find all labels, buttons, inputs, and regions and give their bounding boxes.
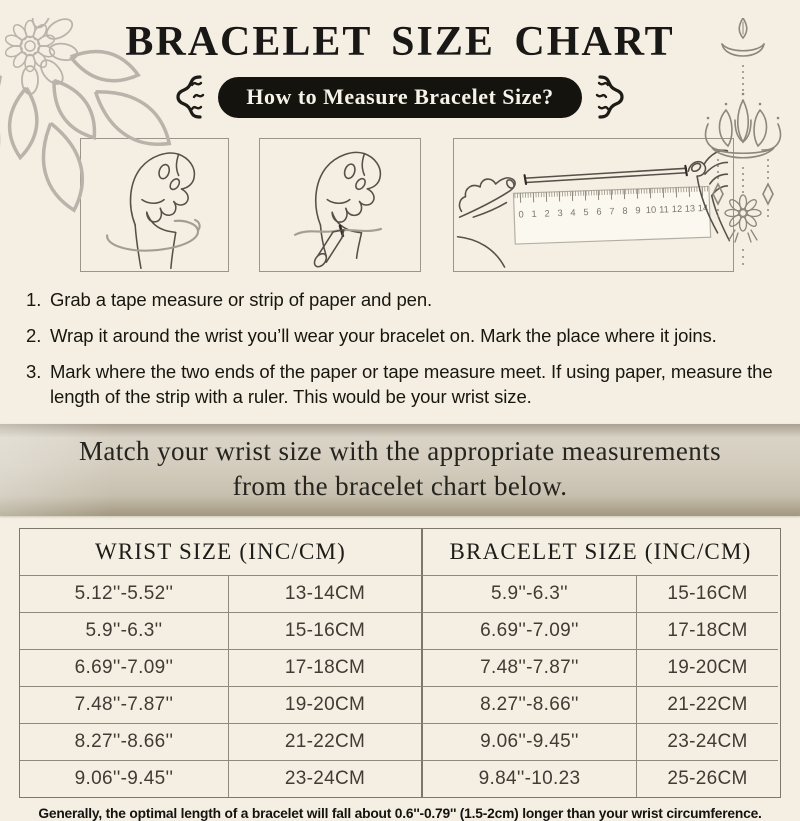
table-cell: 23-24CM xyxy=(229,761,423,798)
svg-text:1: 1 xyxy=(531,209,537,219)
instruction-number: 1. xyxy=(26,289,42,310)
table-cell: 9.06''-9.45'' xyxy=(20,761,229,798)
table-cell: 19-20CM xyxy=(637,650,778,688)
badge-row: How to Measure Bracelet Size? xyxy=(0,74,800,120)
svg-text:14: 14 xyxy=(698,203,709,213)
instruction-text: Mark where the two ends of the paper or … xyxy=(50,360,773,407)
table-cell: 6.69''-7.09'' xyxy=(20,650,229,688)
svg-text:10: 10 xyxy=(646,205,657,215)
instruction-text: Wrap it around the wrist you’ll wear you… xyxy=(50,324,717,346)
instruction-number: 3. xyxy=(26,360,42,382)
instruction-step-3: 3. Mark where the two ends of the paper … xyxy=(26,360,774,410)
how-to-measure-badge: How to Measure Bracelet Size? xyxy=(218,76,582,118)
table-cell: 7.48''-7.87'' xyxy=(423,650,637,688)
table-cell: 6.69''-7.09'' xyxy=(423,613,637,651)
mark-wrist-with-pen-illustration xyxy=(259,138,421,272)
table-cell: 19-20CM xyxy=(229,687,423,725)
table-cell: 15-16CM xyxy=(637,576,778,614)
wrist-size-header: WRIST SIZE (INC/CM) xyxy=(20,529,423,577)
svg-text:12: 12 xyxy=(672,204,683,214)
wrap-tape-around-wrist-illustration xyxy=(80,138,229,272)
table-cell: 21-22CM xyxy=(637,687,778,725)
measure-strip-with-ruler-illustration: 0 1 2 3 4 5 6 7 8 9 10 11 12 13 14 xyxy=(453,138,734,272)
table-cell: 7.48''-7.87'' xyxy=(20,687,229,725)
svg-text:2: 2 xyxy=(544,208,550,218)
table-cell: 8.27''-8.66'' xyxy=(20,724,229,762)
banner-line-2: from the bracelet chart below. xyxy=(232,470,568,501)
table-cell: 5.12''-5.52'' xyxy=(20,576,229,614)
table-cell: 17-18CM xyxy=(229,650,423,688)
instruction-number: 2. xyxy=(26,324,42,346)
svg-text:0: 0 xyxy=(518,209,524,219)
svg-text:9: 9 xyxy=(635,205,641,215)
svg-text:3: 3 xyxy=(557,208,563,218)
bracelet-size-table: WRIST SIZE (INC/CM) BRACELET SIZE (INC/C… xyxy=(19,528,781,799)
instruction-text: Grab a tape measure or strip of paper an… xyxy=(50,289,433,310)
footer-note: Generally, the optimal length of a brace… xyxy=(38,806,762,821)
table-cell: 21-22CM xyxy=(229,724,423,762)
table-cell: 25-26CM xyxy=(667,768,748,790)
table-cell: 23-24CM xyxy=(637,724,778,762)
svg-text:5: 5 xyxy=(583,207,589,217)
table-cell: 5.9''-6.3'' xyxy=(423,576,637,614)
svg-text:4: 4 xyxy=(570,208,576,218)
table-cell: 8.27''-8.66'' xyxy=(423,687,637,725)
svg-text:13: 13 xyxy=(685,203,696,213)
svg-text:6: 6 xyxy=(596,207,602,217)
table-cell: 5.9''-6.3'' xyxy=(20,613,229,651)
table-cell: 17-18CM xyxy=(637,613,778,651)
svg-text:11: 11 xyxy=(659,204,669,214)
table-cell: 9.06''-9.45'' xyxy=(423,724,637,762)
table-cell: 15-16CM xyxy=(229,613,423,651)
ruler-numbers: 0 1 2 3 4 5 6 7 8 9 10 11 12 13 14 xyxy=(518,203,708,220)
table-cell: 13-14CM xyxy=(229,576,423,614)
flourish-left-icon xyxy=(168,74,208,120)
page-title: BRACELET SIZE CHART xyxy=(125,19,675,65)
instructions-list: 1. Grab a tape measure or strip of paper… xyxy=(26,288,774,410)
bracelet-size-header: BRACELET SIZE (INC/CM) xyxy=(423,529,778,577)
svg-text:7: 7 xyxy=(609,206,615,216)
instruction-step-1: 1. Grab a tape measure or strip of paper… xyxy=(26,288,774,313)
measure-steps-illustrations: 0 1 2 3 4 5 6 7 8 9 10 11 12 13 14 xyxy=(80,138,800,272)
table-cell: 9.84''-10.23 xyxy=(423,761,637,798)
svg-text:8: 8 xyxy=(622,206,628,216)
match-size-banner: Match your wrist size with the appropria… xyxy=(0,424,800,516)
instruction-step-2: 2. Wrap it around the wrist you’ll wear … xyxy=(26,324,774,349)
banner-line-1: Match your wrist size with the appropria… xyxy=(78,435,722,466)
flourish-right-icon xyxy=(592,74,632,120)
